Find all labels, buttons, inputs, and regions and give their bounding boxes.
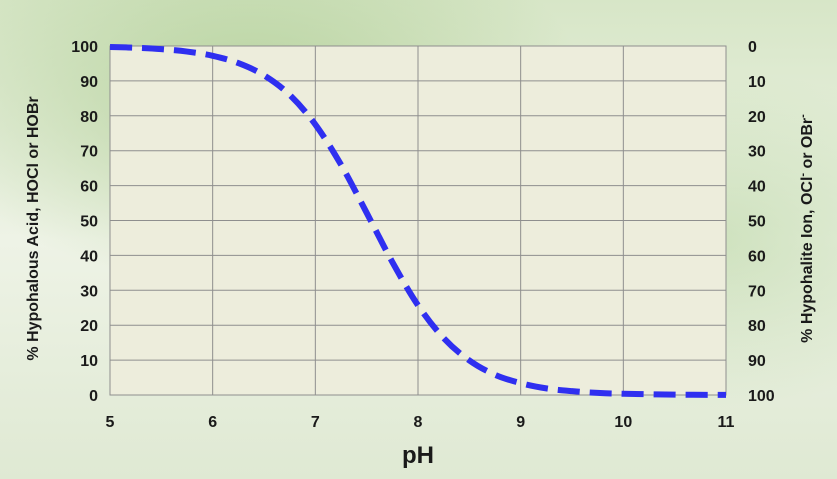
left-y-tick-label: 0 [89, 388, 98, 405]
right-y-tick-label: 60 [748, 248, 766, 265]
right-y-tick-label: 90 [748, 353, 766, 370]
x-tick-label: 6 [208, 414, 217, 431]
x-axis-title: pH [402, 442, 434, 469]
left-y-axis-title: % Hypohalous Acid, HOCl or HOBr [25, 96, 42, 360]
right-y-tick-label: 80 [748, 318, 766, 335]
x-tick-label: 9 [516, 414, 525, 431]
left-y-axis-ticks: 0 10 20 30 40 50 60 70 80 90 100 [71, 39, 98, 405]
x-tick-label: 11 [718, 414, 735, 431]
right-y-tick-label: 30 [748, 144, 766, 161]
left-y-tick-label: 100 [71, 39, 98, 56]
series-group [109, 44, 727, 398]
x-tick-label: 10 [614, 414, 632, 431]
right-y-axis-title-part: % Hypohalite Ion, OCl [799, 177, 816, 343]
series-line [109, 44, 727, 398]
right-y-tick-label: 100 [748, 388, 775, 405]
left-y-tick-label: 20 [80, 318, 98, 335]
right-y-tick-label: 70 [748, 283, 766, 300]
left-y-tick-label: 10 [80, 353, 98, 370]
left-y-tick-label: 60 [80, 179, 98, 196]
superscript-minus: - [797, 114, 809, 118]
right-y-axis-title: % Hypohalite Ion, OCl- or OBr- [797, 114, 816, 343]
x-tick-label: 5 [106, 414, 115, 431]
left-y-tick-label: 30 [80, 283, 98, 300]
x-tick-label: 8 [414, 414, 423, 431]
right-y-tick-label: 50 [748, 214, 766, 231]
left-y-tick-label: 50 [80, 214, 98, 231]
left-y-tick-label: 90 [80, 74, 98, 91]
gridlines [109, 45, 727, 396]
right-y-tick-label: 40 [748, 179, 766, 196]
left-y-tick-label: 80 [80, 109, 98, 126]
right-y-tick-label: 10 [748, 74, 766, 91]
superscript-minus: - [797, 173, 809, 177]
left-y-tick-label: 40 [80, 248, 98, 265]
left-y-tick-label: 70 [80, 144, 98, 161]
right-y-tick-label: 20 [748, 109, 766, 126]
right-y-axis-title-part: or OBr [799, 118, 816, 173]
right-y-tick-label: 0 [748, 39, 757, 56]
x-axis-ticks: 5 6 7 8 9 10 11 [106, 414, 735, 431]
x-tick-label: 7 [311, 414, 320, 431]
